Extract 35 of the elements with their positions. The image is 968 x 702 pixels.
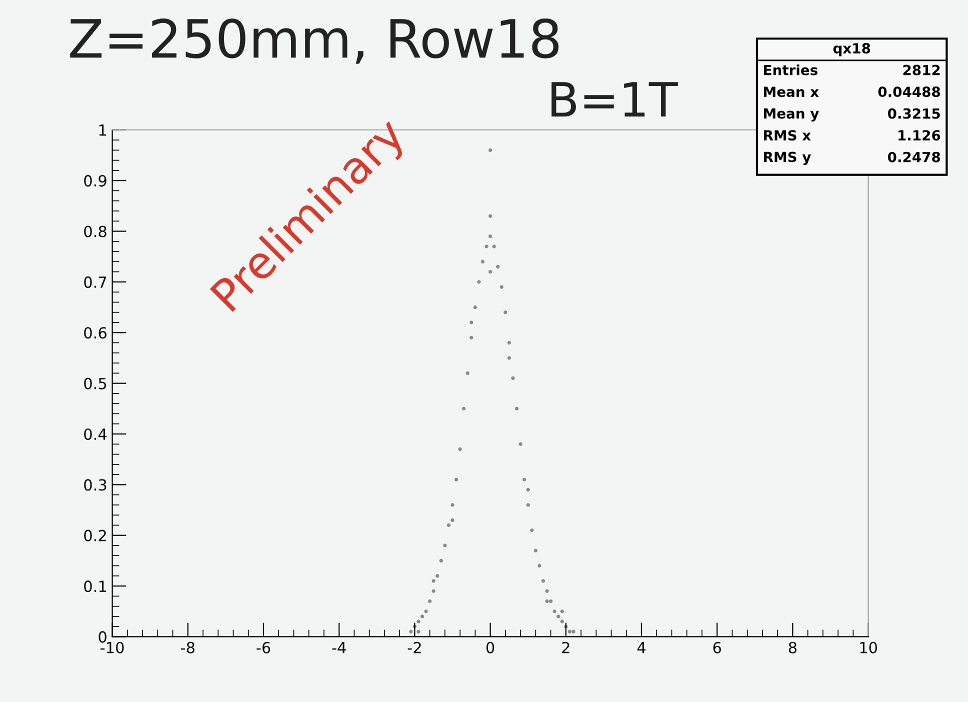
text: B=1T [552,82,678,117]
text: qx18 [833,43,870,56]
x-tick-label: -2 [408,642,421,654]
chart-title: Z=250mm, Row18 [70,18,559,64]
x-tick-label: -4 [332,642,346,654]
text: 1.126 [898,130,940,141]
x-tick-label: -6 [256,642,270,654]
text: Mean y [764,108,819,122]
annotation: RMS y [764,152,811,166]
text: Mean x [764,86,819,98]
text: 0.3215 [888,108,940,119]
y-tick-label: 0.1 [84,580,106,592]
y-tick-label: 1 [99,124,106,136]
y-tick-label: 0.5 [84,378,106,390]
x-tick-label: 2 [562,642,570,654]
y-tick-label: 0 [98,631,106,643]
x-tick-label: -8 [181,642,194,654]
y-tick-label: 0.2 [84,530,106,542]
text: Entries [764,64,818,76]
y-tick-label: 0.8 [84,226,106,238]
text: 2812 [903,64,940,76]
x-tick-label: 6 [713,642,721,654]
x-tick-label: 10 [860,642,877,654]
y-tick-label: 0.3 [84,479,106,491]
x-tick-label: 0 [486,642,494,654]
text: 0.04488 [878,86,940,98]
y-tick-label: 0.6 [84,327,106,339]
x-tick-label: 8 [788,642,797,654]
y-tick-label: 0.4 [84,428,107,440]
x-tick-label: 4 [637,642,646,654]
y-tick-label: 0.7 [84,276,106,288]
x-tick-label: -10 [100,642,124,654]
text: 0.2478 [888,152,940,162]
y-tick-label: 0.9 [84,175,106,187]
annotation: RMS x [764,130,811,141]
